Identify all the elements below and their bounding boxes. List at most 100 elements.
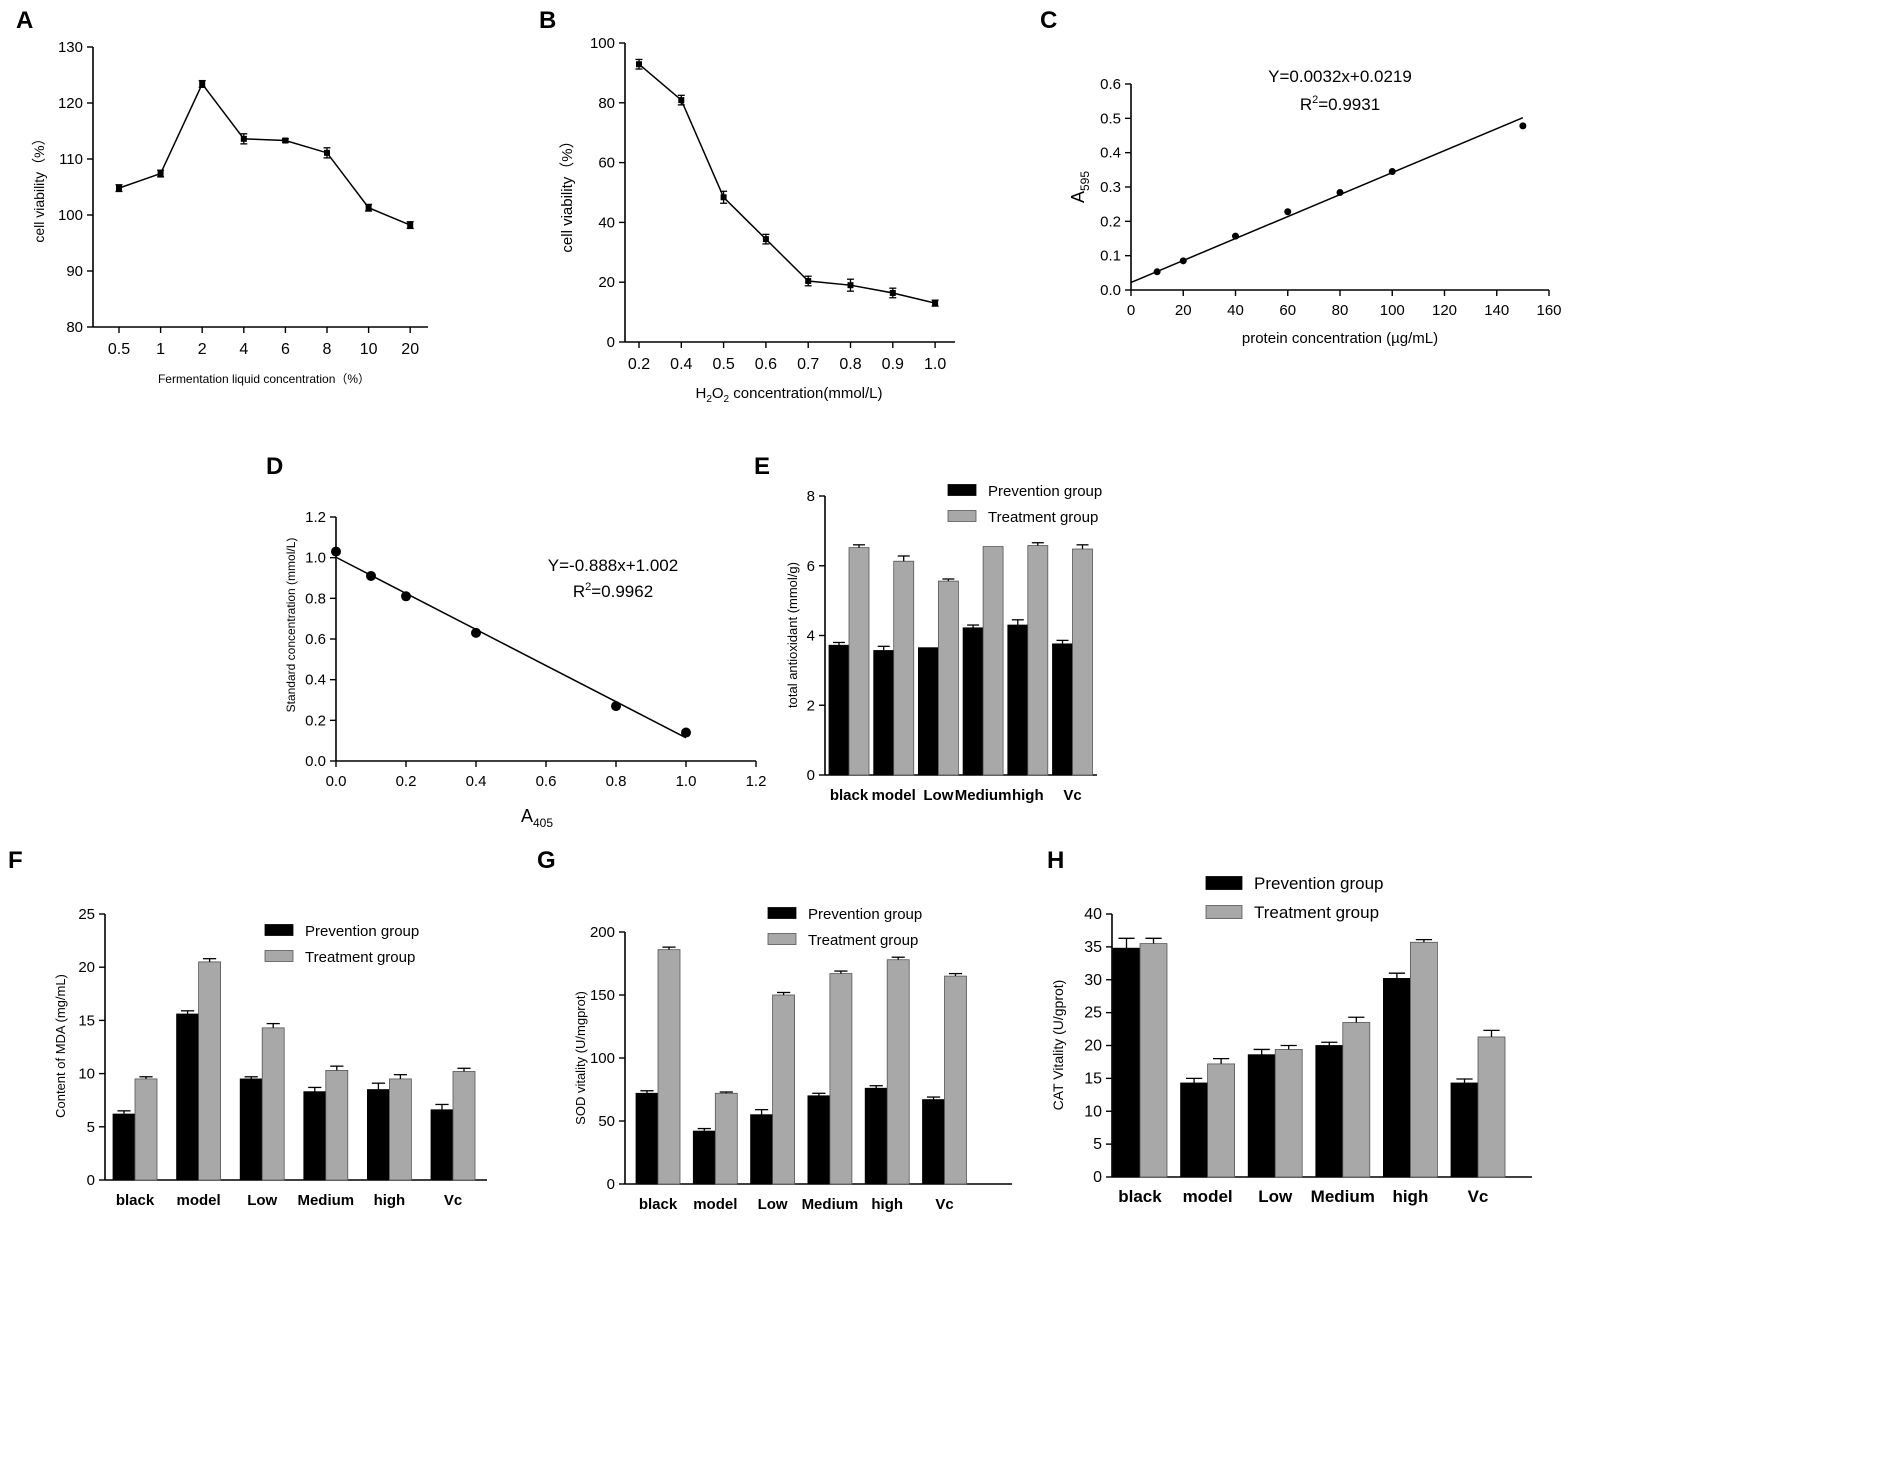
E-bar-prevention (1052, 643, 1073, 776)
H-bar-prevention (1450, 1082, 1479, 1178)
E-ytick-label: 6 (807, 558, 815, 575)
B-data-point (932, 300, 939, 307)
D-ytick-label: 0.2 (305, 712, 326, 729)
B-xtick-label: 1.0 (924, 356, 946, 373)
H-ytick-label: 20 (1084, 1038, 1102, 1055)
G-category-label: Low (758, 1196, 788, 1213)
B-xtick-label: 0.7 (797, 356, 819, 373)
D-x-axis-label: A405 (521, 806, 553, 830)
panel-label-B: B (539, 7, 556, 34)
D-ytick-label: 1.0 (305, 550, 326, 567)
E-category-label: black (830, 787, 869, 804)
B-xtick-label: 0.2 (628, 356, 650, 373)
F-ytick-label: 15 (78, 1012, 95, 1029)
G-category-label: model (693, 1196, 737, 1213)
chart-D: D 0.0 0.2 0.4 0.6 0.8 1.0 1.2 0.0 0.2 0.4 0.6 0.8 1.0… (266, 453, 766, 830)
C-regression-line (1130, 116, 1524, 284)
E-bar-treatment (893, 560, 915, 776)
D-data-point (471, 627, 481, 638)
C-data-point (1284, 208, 1292, 216)
A-xtick-label: 8 (323, 341, 332, 358)
D-xtick-label: 0.8 (606, 773, 627, 790)
A-data-point (365, 204, 372, 211)
H-category-label: Low (1258, 1187, 1293, 1206)
B-xtick-label: 0.9 (882, 356, 904, 373)
B-x-axis-label-part: O (712, 385, 724, 402)
C-data-point (1336, 188, 1344, 196)
panel-label-C: C (1040, 7, 1057, 34)
B-xtick-label: 0.8 (839, 356, 861, 373)
A-data-point (240, 135, 247, 142)
A-xtick-label: 1 (156, 341, 165, 358)
D-r-squared-prefix: R (573, 582, 585, 601)
H-bar-treatment (1477, 1036, 1506, 1178)
H-legend-swatch (1205, 905, 1243, 919)
D-r-squared-value: =0.9962 (591, 582, 653, 601)
F-category-label: model (177, 1192, 221, 1209)
D-xtick-label: 1.2 (746, 773, 767, 790)
B-xtick-label: 0.5 (712, 356, 734, 373)
E-bar-prevention (918, 647, 939, 776)
B-data-point (889, 289, 896, 296)
A-ytick-label: 110 (59, 151, 83, 168)
E-bar-treatment (938, 580, 959, 776)
chart-H: H 0 5 10 15 20 25 30 35 40 black model Low Medium high… (1047, 847, 1532, 1206)
F-bar-prevention (303, 1091, 327, 1181)
D-data-point (366, 570, 376, 581)
E-bar-treatment (1027, 545, 1049, 776)
C-xtick-label: 140 (1484, 302, 1509, 319)
H-bar-prevention (1112, 947, 1141, 1178)
E-legend-label: Treatment group (988, 509, 1098, 526)
D-x-axis-label-main: A (521, 806, 533, 826)
G-legend-swatch (767, 933, 797, 945)
C-r-squared-prefix: R (1300, 95, 1312, 114)
H-bar-prevention (1180, 1082, 1208, 1178)
C-xtick-label: 80 (1332, 302, 1349, 319)
C-data-point (1388, 168, 1396, 176)
D-xtick-label: 0.4 (466, 773, 487, 790)
G-bar-prevention (635, 1092, 659, 1185)
A-xtick-label: 6 (281, 341, 290, 358)
F-bar-prevention (112, 1113, 136, 1181)
G-ytick-label: 0 (607, 1176, 615, 1193)
C-xtick-label: 160 (1536, 302, 1561, 319)
F-legend-label: Prevention group (305, 923, 419, 940)
D-equation: Y=-0.888x+1.002 (548, 556, 678, 575)
F-legend-swatch (264, 950, 294, 962)
E-category-label: high (1012, 787, 1044, 804)
H-category-label: Medium (1311, 1187, 1375, 1206)
chart-G: G 0 50 100 150 200 black model Low Medium high Vc SO… (537, 847, 1012, 1213)
F-bar-treatment (134, 1078, 158, 1181)
panel-label-A: A (16, 7, 33, 34)
E-bar-treatment (982, 546, 1004, 776)
C-data-point (1232, 232, 1239, 240)
H-category-label: high (1392, 1187, 1428, 1206)
E-legend-swatch (947, 484, 977, 496)
panel-label-G: G (537, 847, 556, 874)
F-ytick-label: 25 (78, 906, 95, 923)
F-bar-treatment (198, 961, 222, 1181)
G-bar-treatment (657, 949, 681, 1185)
B-series-line (638, 63, 936, 304)
G-ytick-label: 200 (590, 924, 615, 941)
G-category-label: black (639, 1196, 678, 1213)
B-ytick-label: 100 (590, 35, 615, 52)
D-x-axis-label-sub: 405 (533, 816, 553, 830)
panel-label-F: F (8, 847, 23, 874)
C-ytick-label: 0.0 (1100, 282, 1121, 299)
E-ytick-label: 2 (807, 697, 815, 714)
B-data-point (847, 282, 854, 289)
D-ytick-label: 0.4 (305, 672, 326, 689)
chart-C: C 0.0 0.1 0.2 0.3 0.4 0.5 0.6 0 20 40 60 80 100 120 140… (1040, 7, 1562, 347)
A-data-point (407, 222, 414, 229)
G-category-label: Vc (935, 1196, 953, 1213)
F-ytick-label: 20 (78, 959, 95, 976)
F-ytick-label: 0 (87, 1172, 95, 1189)
F-bar-treatment (452, 1071, 476, 1181)
G-legend-label: Treatment group (808, 932, 918, 949)
F-bar-prevention (366, 1089, 390, 1181)
H-category-label: Vc (1468, 1187, 1489, 1206)
B-ytick-label: 40 (598, 214, 615, 231)
chart-F: F 0 5 10 15 20 25 black model Low Medium high Vc Cont… (8, 847, 487, 1209)
